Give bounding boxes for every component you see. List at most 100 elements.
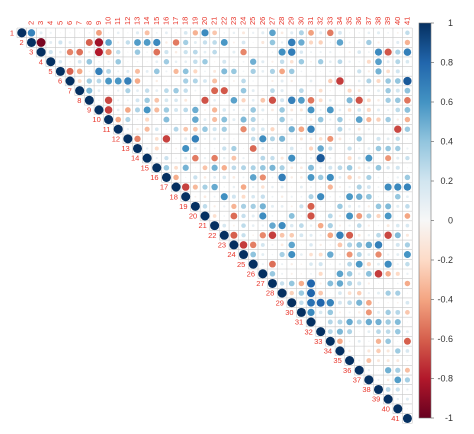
correlation-cell-13-37 <box>367 147 371 150</box>
correlation-cell-31-34 <box>337 319 343 325</box>
correlation-cell-6-12 <box>124 77 132 85</box>
correlation-cell-1-11 <box>116 31 120 35</box>
correlation-cell-2-26 <box>261 40 265 45</box>
row-label: 3 <box>29 48 33 57</box>
correlation-cell-10-38 <box>376 117 381 122</box>
correlation-cell-9-11 <box>116 108 120 112</box>
correlation-cell-21-24 <box>241 223 246 228</box>
correlation-cell-7-34 <box>339 90 341 92</box>
correlation-cell-7-23 <box>233 90 235 92</box>
correlation-cell-4-8 <box>86 58 93 65</box>
row-label: 10 <box>92 115 100 124</box>
correlation-cell-3-25 <box>252 51 254 53</box>
row-label: 24 <box>227 250 235 259</box>
correlation-cell-19-41 <box>405 204 410 209</box>
correlation-cell-20-27 <box>271 215 274 217</box>
correlation-cell-5-34 <box>338 70 342 73</box>
correlation-cell-15-41 <box>406 167 409 169</box>
correlation-cell-16-40 <box>396 176 399 179</box>
correlation-cell-4-12 <box>127 61 129 63</box>
correlation-cell-28-29 <box>289 290 294 296</box>
correlation-cell-10-22 <box>221 116 228 123</box>
correlation-cell-12-27 <box>269 136 275 142</box>
correlation-cell-1-41 <box>405 30 410 36</box>
correlation-cell-26-30 <box>300 272 303 275</box>
correlation-cell-10-16 <box>163 116 170 123</box>
column-label: 12 <box>123 17 132 25</box>
correlation-cell-13-16 <box>165 147 168 150</box>
correlation-cell-2-10 <box>105 39 112 46</box>
colorbar-tick-label: -0.8 <box>437 374 453 384</box>
correlation-cell-17-21 <box>211 183 218 191</box>
correlation-cell-10-10 <box>104 115 114 125</box>
correlation-cell-4-36 <box>358 60 361 63</box>
correlation-cell-28-32 <box>318 290 324 296</box>
correlation-cell-5-33 <box>329 70 332 73</box>
correlation-cell-9-38 <box>377 108 380 112</box>
correlation-cell-24-27 <box>271 253 274 256</box>
column-label: 9 <box>94 21 103 25</box>
correlation-cell-3-39 <box>384 48 392 56</box>
correlation-cell-15-36 <box>357 166 361 170</box>
correlation-cell-25-33 <box>329 263 332 265</box>
correlation-cell-13-36 <box>358 147 361 150</box>
correlation-cell-7-31 <box>310 89 312 92</box>
correlation-cell-34-34 <box>335 346 345 356</box>
correlation-cell-23-32 <box>319 243 322 247</box>
correlation-cell-2-24 <box>241 40 246 45</box>
correlation-cell-4-21 <box>213 61 216 63</box>
correlation-cell-12-37 <box>368 138 370 140</box>
correlation-cell-4-15 <box>155 60 159 64</box>
correlation-cell-13-35 <box>347 146 352 151</box>
correlation-cell-1-32 <box>319 31 323 35</box>
colorbar-tick-label: -0.4 <box>437 295 453 305</box>
correlation-circles <box>17 28 412 423</box>
column-label: 28 <box>277 17 286 25</box>
correlation-cell-4-6 <box>69 60 71 63</box>
row-label: 4 <box>39 57 43 66</box>
correlation-cell-12-16 <box>162 135 171 143</box>
correlation-cell-36-41 <box>404 367 410 373</box>
correlation-cell-11-21 <box>212 127 217 132</box>
correlation-cell-15-35 <box>346 164 353 171</box>
correlation-cell-17-29 <box>291 186 293 188</box>
correlation-cell-18-26 <box>260 194 266 199</box>
correlation-cell-8-9 <box>98 99 100 102</box>
correlation-cell-3-21 <box>212 49 217 55</box>
correlation-cell-2-15 <box>153 38 161 47</box>
column-label: 38 <box>374 17 383 25</box>
correlation-cell-18-23 <box>231 194 236 199</box>
correlation-cell-2-37 <box>366 39 372 46</box>
correlation-cell-32-35 <box>347 329 353 335</box>
correlation-cell-2-23 <box>232 41 235 44</box>
correlation-cell-9-21 <box>211 107 218 113</box>
correlation-cell-8-28 <box>280 98 285 103</box>
correlation-cell-17-18 <box>181 183 190 191</box>
correlation-cell-6-40 <box>394 78 401 84</box>
correlation-cell-6-9 <box>96 78 102 84</box>
correlation-cell-32-38 <box>376 329 381 335</box>
row-label: 8 <box>77 96 81 105</box>
correlation-cell-15-31 <box>308 164 315 171</box>
correlation-cell-22-31 <box>309 233 313 237</box>
correlation-cell-5-12 <box>126 69 130 73</box>
correlation-cell-30-32 <box>318 310 323 315</box>
correlation-cell-2-27 <box>269 39 276 46</box>
row-label: 25 <box>237 260 245 269</box>
correlation-cell-23-37 <box>365 241 373 249</box>
correlation-cell-26-39 <box>385 271 391 277</box>
correlation-cell-27-33 <box>327 280 334 287</box>
correlation-cell-31-36 <box>356 319 362 325</box>
correlation-cell-3-26 <box>262 51 264 53</box>
correlation-cell-31-38 <box>375 318 382 326</box>
correlation-cell-40-41 <box>406 408 409 410</box>
correlation-cell-6-36 <box>357 79 361 83</box>
correlation-cell-28-40 <box>395 290 401 296</box>
correlation-cell-21-29 <box>289 223 294 228</box>
correlation-cell-26-35 <box>346 271 353 277</box>
correlation-cell-27-39 <box>387 282 389 285</box>
correlation-cell-7-40 <box>395 88 400 93</box>
correlation-cell-15-22 <box>221 165 227 171</box>
correlation-cell-2-4 <box>49 40 53 44</box>
correlation-cell-4-4 <box>46 57 56 67</box>
